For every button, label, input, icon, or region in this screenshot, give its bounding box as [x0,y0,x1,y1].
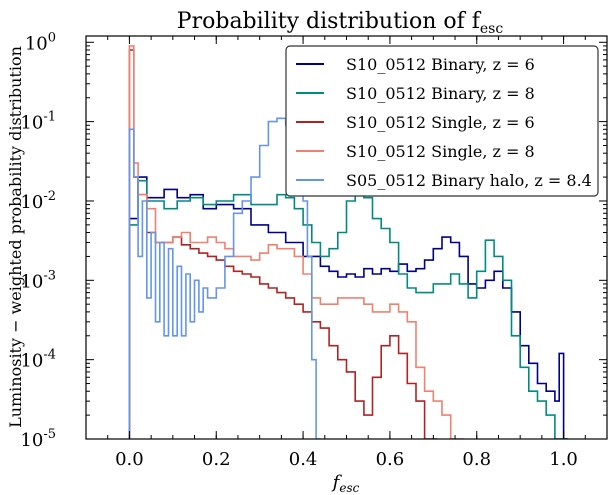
legend: S10_0512 Binary, z = 6 S10_0512 Binary, z… [285,45,599,197]
x-tick-label: 0.0 [115,449,144,470]
x-tick-label: 0.4 [289,449,318,470]
x-axis-label: fesc [331,472,360,495]
x-tick-label: 0.2 [202,449,231,470]
x-tick-label: 0.6 [376,449,405,470]
legend-label: S10_0512 Binary, z = 8 [346,84,535,103]
y-tick-label: 10-5 [20,427,56,451]
y-tick-label: 10-1 [20,110,56,134]
y-tick-label: 100 [25,30,56,54]
x-tick-label: 0.8 [462,449,491,470]
y-tick-label: 10-2 [20,189,56,213]
y-tick-label: 10-4 [20,348,56,372]
x-axis-label-sub: esc [339,481,359,495]
x-tick-label: 1.0 [549,449,578,470]
legend-label: S10_0512 Binary, z = 6 [346,55,535,74]
y-axis-label: Luminosity − weighted probability distri… [6,46,25,428]
chart-title: Probability distribution of fesc [177,9,504,37]
legend-label: S10_0512 Single, z = 6 [346,113,535,132]
series-line-4 [128,45,464,439]
series-line-1 [128,176,568,439]
legend-label: S10_0512 Single, z = 8 [346,142,535,161]
chart-title-sub: esc [480,21,503,37]
series-line-2 [128,179,568,439]
plot-lines [128,45,568,439]
chart-title-main: Probability distribution of f [177,9,482,34]
ticks: 0.0 0.2 0.4 0.6 0.8 1.0 10-5 10-4 10-3 10-2 10-1 10… [20,30,607,470]
legend-label: S05_0512 Binary halo, z = 8.4 [346,171,592,190]
y-tick-label: 10-3 [20,268,56,292]
legend-box [285,45,599,197]
